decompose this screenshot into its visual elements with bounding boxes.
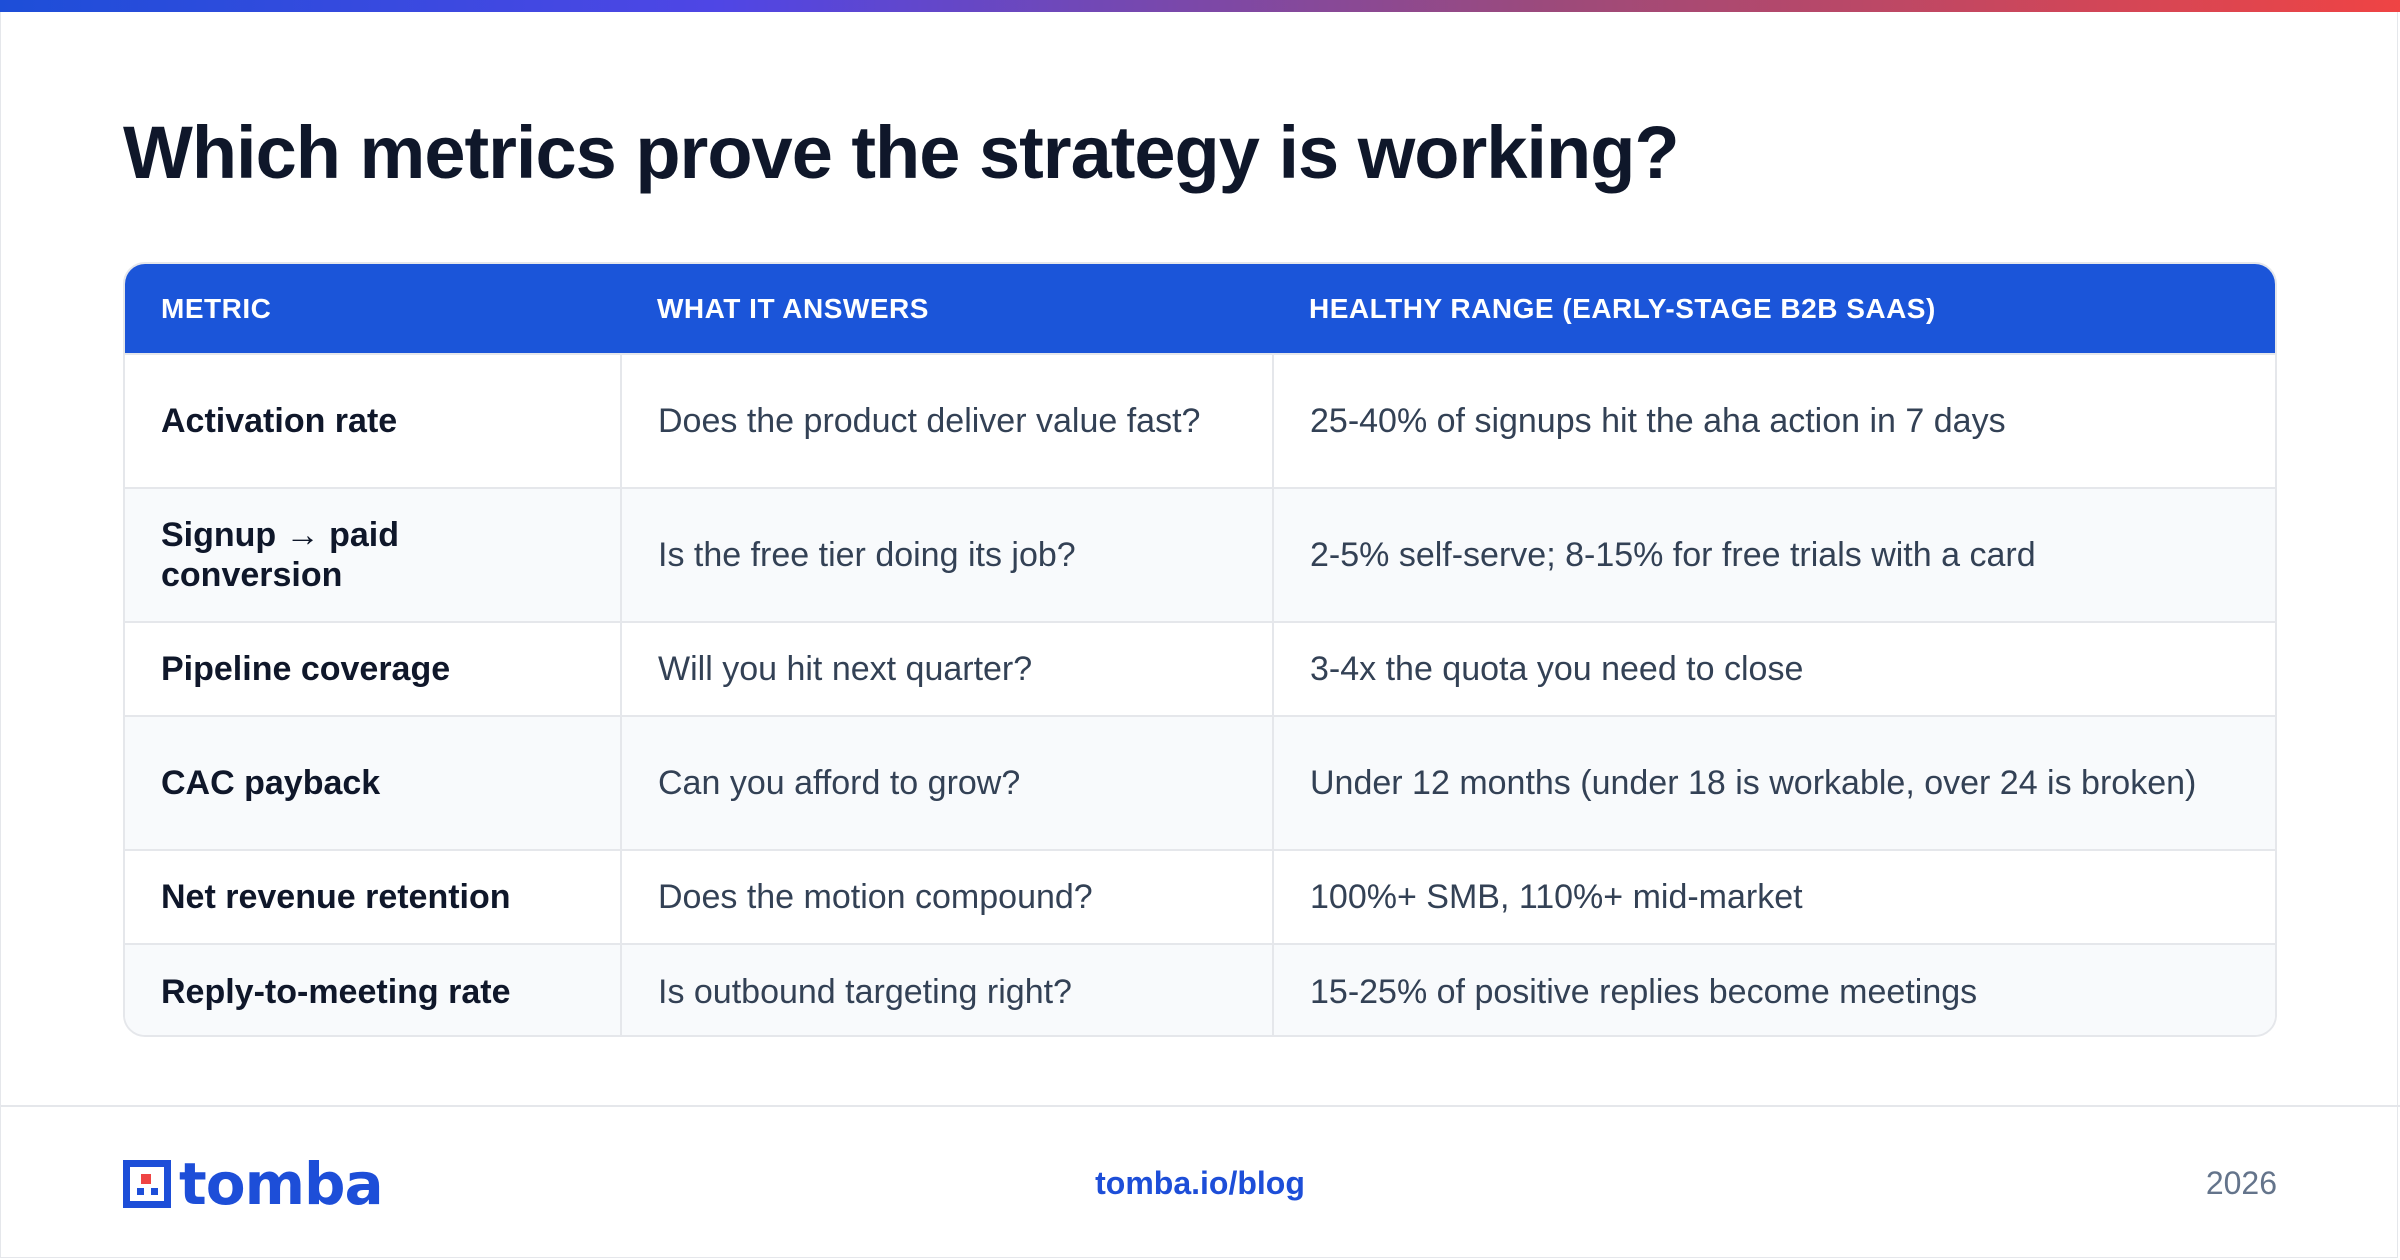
footer-year: 2026 (2205, 1165, 2277, 1201)
answers-cell: Does the motion compound? (620, 849, 1273, 944)
metric-cell: Net revenue retention (125, 849, 621, 944)
answers-cell: Can you afford to grow? (620, 715, 1273, 850)
column-header-metric: METRIC (161, 292, 272, 324)
range-cell: 25-40% of signups hit the aha action in … (1272, 353, 2275, 488)
table-header-row: METRIC WHAT IT ANSWERS HEALTHY RANGE (EA… (125, 264, 2275, 354)
table-row: Net revenue retention Does the motion co… (125, 849, 2275, 944)
range-cell: 100%+ SMB, 110%+ mid-market (1272, 849, 2275, 944)
accent-gradient-bar (0, 0, 2400, 12)
metrics-table-container: METRIC WHAT IT ANSWERS HEALTHY RANGE (EA… (123, 262, 2277, 1037)
logo-wordmark: tomba (179, 1150, 384, 1218)
tomba-logo-icon (123, 1160, 171, 1208)
answers-cell: Does the product deliver value fast? (620, 353, 1273, 488)
answers-cell: Is outbound targeting right? (620, 943, 1273, 1035)
page-title: Which metrics prove the strategy is work… (123, 111, 1680, 194)
metric-cell: Reply-to-meeting rate (125, 943, 621, 1035)
table-row: Activation rate Does the product deliver… (125, 353, 2275, 488)
column-header-answers: WHAT IT ANSWERS (657, 292, 929, 324)
range-cell: Under 12 months (under 18 is workable, o… (1272, 715, 2275, 850)
answers-cell: Is the free tier doing its job? (620, 487, 1273, 622)
table-row: Signup → paid conversion Is the free tie… (125, 487, 2275, 622)
table-row: Reply-to-meeting rate Is outbound target… (125, 943, 2275, 1035)
footer-divider (0, 1105, 2400, 1107)
metric-cell: Activation rate (125, 353, 621, 488)
tomba-logo[interactable]: tomba (121, 1150, 384, 1218)
metric-cell: Signup → paid conversion (125, 487, 621, 622)
blog-link[interactable]: tomba.io/blog (1095, 1165, 1305, 1201)
metric-cell: CAC payback (125, 715, 621, 850)
range-cell: 3-4x the quota you need to close (1272, 621, 2275, 716)
table-row: CAC payback Can you afford to grow? Unde… (125, 715, 2275, 850)
column-header-range: HEALTHY RANGE (EARLY-STAGE B2B SAAS) (1309, 292, 1936, 324)
metric-cell: Pipeline coverage (125, 621, 621, 716)
table-row: Pipeline coverage Will you hit next quar… (125, 621, 2275, 716)
answers-cell: Will you hit next quarter? (620, 621, 1273, 716)
metrics-table: METRIC WHAT IT ANSWERS HEALTHY RANGE (EA… (125, 264, 2275, 1035)
range-cell: 15-25% of positive replies become meetin… (1272, 943, 2275, 1035)
range-cell: 2-5% self-serve; 8-15% for free trials w… (1272, 487, 2275, 622)
